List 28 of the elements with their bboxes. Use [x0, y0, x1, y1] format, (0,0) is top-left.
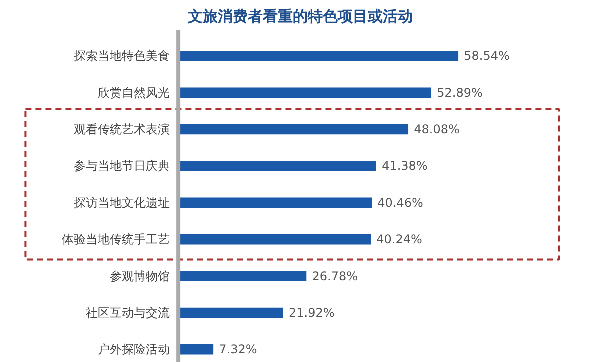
bar [178, 271, 307, 282]
bar [178, 124, 409, 135]
data-label: 40.46% [378, 196, 424, 210]
bar [178, 308, 284, 318]
bar [178, 198, 372, 208]
bar [178, 344, 214, 355]
bar [178, 234, 372, 245]
bar [178, 161, 376, 172]
y-tick-label: 探访当地文化遗址 [74, 196, 170, 210]
data-label: 26.78% [312, 269, 358, 284]
data-label: 7.32% [219, 342, 258, 357]
data-label: 21.92% [289, 306, 335, 320]
data-label: 41.38% [382, 159, 428, 174]
bar [178, 51, 459, 62]
y-tick-label: 探索当地特色美食 [74, 49, 170, 64]
y-tick-label: 社区互动与交流 [86, 306, 170, 320]
data-label: 52.89% [437, 86, 483, 100]
y-tick-label: 参与当地节日庆典 [74, 159, 170, 174]
data-label: 48.08% [414, 122, 460, 137]
y-tick-label: 体验当地传统手工艺 [62, 232, 170, 247]
y-tick-label: 参观博物馆 [110, 269, 170, 284]
y-tick-label: 观看传统艺术表演 [74, 122, 170, 137]
data-label: 58.54% [464, 49, 510, 64]
bar [178, 88, 432, 98]
data-label: 40.24% [376, 232, 422, 247]
y-tick-label: 欣赏自然风光 [98, 86, 170, 100]
y-tick-label: 户外探险活动 [98, 342, 170, 357]
chart-title: 文旅消费者看重的特色项目或活动 [187, 8, 413, 26]
